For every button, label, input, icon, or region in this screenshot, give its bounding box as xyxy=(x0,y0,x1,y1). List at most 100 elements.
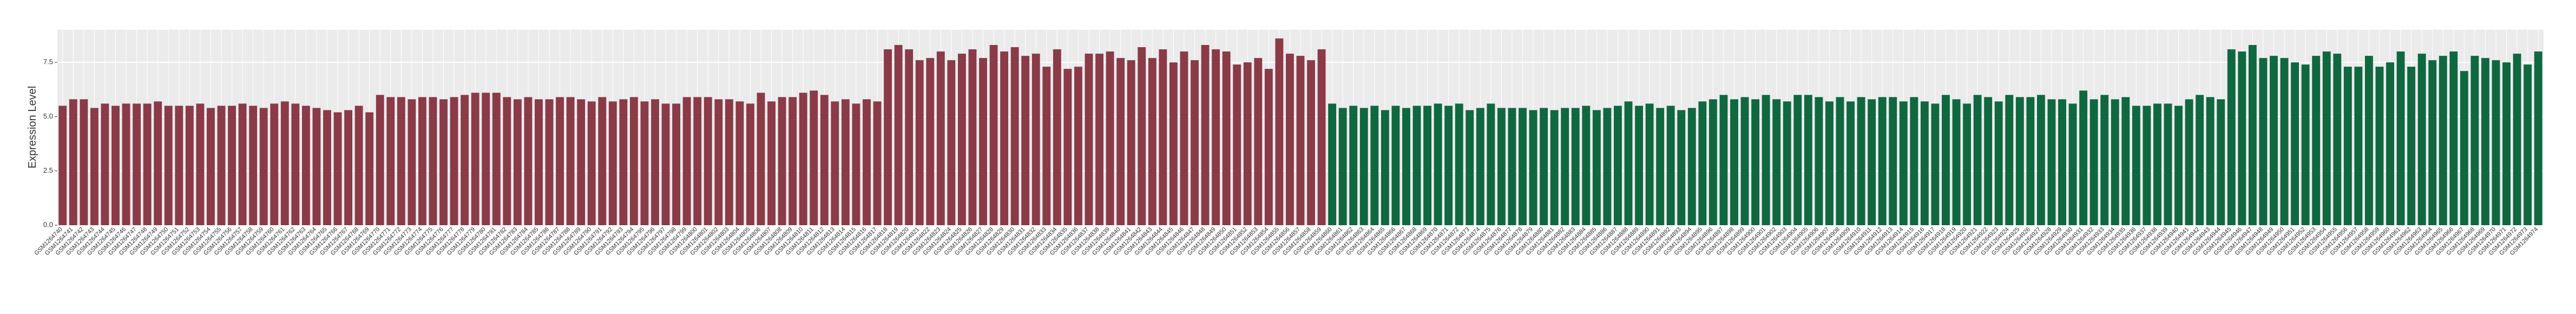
bar xyxy=(133,103,141,225)
bar xyxy=(2502,62,2511,226)
bar xyxy=(1561,108,1569,225)
bar xyxy=(1973,95,1982,225)
bar xyxy=(1857,97,1865,225)
bar xyxy=(238,103,247,225)
bar xyxy=(1264,69,1273,225)
bar xyxy=(2322,51,2331,225)
bar xyxy=(1233,64,1241,225)
bar xyxy=(577,99,586,225)
bar xyxy=(1656,108,1665,225)
bar xyxy=(2153,103,2161,225)
y-tick-label: 0.0 xyxy=(43,220,53,228)
bar xyxy=(693,97,702,225)
bar xyxy=(1159,49,1167,225)
bar xyxy=(312,108,321,225)
bar xyxy=(2026,97,2035,225)
bar xyxy=(2354,67,2363,225)
bar xyxy=(799,93,807,225)
bar xyxy=(1116,58,1125,226)
bar xyxy=(2174,106,2183,225)
bar xyxy=(2524,64,2532,225)
bar xyxy=(1762,95,1770,225)
bar xyxy=(1687,108,1696,225)
bar xyxy=(968,49,977,225)
bar xyxy=(2343,67,2352,225)
bar xyxy=(207,108,215,225)
bar xyxy=(1169,62,1178,226)
bar xyxy=(1550,110,1559,225)
bar xyxy=(111,106,120,225)
bar xyxy=(1349,106,1358,225)
bar xyxy=(894,45,903,226)
bar xyxy=(1592,110,1601,225)
bar xyxy=(2492,60,2500,226)
bar xyxy=(1222,51,1231,225)
bar xyxy=(1529,110,1537,225)
bar xyxy=(1307,60,1315,226)
bar xyxy=(682,97,691,225)
bar xyxy=(143,103,152,225)
bar xyxy=(2460,71,2468,225)
bar xyxy=(1963,103,1972,225)
bar xyxy=(545,99,554,225)
bar xyxy=(2312,56,2321,225)
bar xyxy=(1412,106,1421,225)
bar xyxy=(746,103,754,225)
bar xyxy=(1910,97,1918,225)
bar xyxy=(1243,62,1252,226)
bar xyxy=(2449,51,2458,225)
bar xyxy=(672,103,681,225)
bar xyxy=(80,99,88,225)
bar xyxy=(492,93,501,225)
bar xyxy=(524,97,533,225)
bar xyxy=(926,58,935,226)
bar xyxy=(1000,51,1009,225)
bar xyxy=(2005,95,2014,225)
bar xyxy=(333,112,342,225)
bar xyxy=(1434,103,1442,225)
bar xyxy=(1031,54,1040,225)
bar xyxy=(439,99,448,225)
bar xyxy=(661,103,670,225)
bar xyxy=(852,103,860,225)
bar xyxy=(461,95,469,225)
bar xyxy=(323,110,331,225)
bar xyxy=(2111,99,2119,225)
bar xyxy=(259,108,268,225)
bar xyxy=(1370,106,1379,225)
bar xyxy=(2196,95,2204,225)
bar xyxy=(1677,110,1686,225)
bar xyxy=(2121,97,2130,225)
bar xyxy=(2238,51,2246,225)
bar xyxy=(1772,99,1781,225)
bar xyxy=(1444,106,1453,225)
bar xyxy=(1624,101,1633,225)
bar xyxy=(185,106,194,225)
bar xyxy=(1645,103,1654,225)
bar xyxy=(1021,56,1030,225)
bar xyxy=(1846,101,1855,225)
bar xyxy=(1708,99,1717,225)
bar xyxy=(1497,108,1506,225)
bar xyxy=(905,49,914,225)
bar xyxy=(725,99,733,225)
bar xyxy=(344,110,353,225)
bar xyxy=(2365,56,2373,225)
bar xyxy=(2185,99,2193,225)
bar xyxy=(418,97,426,225)
bar xyxy=(1571,108,1580,225)
bar xyxy=(556,97,564,225)
bar xyxy=(2089,99,2098,225)
bar xyxy=(429,97,437,225)
bar xyxy=(947,60,956,226)
bar xyxy=(1074,67,1082,225)
bar xyxy=(2407,67,2416,225)
bar xyxy=(196,103,205,225)
bar xyxy=(164,106,173,225)
bar xyxy=(1106,51,1114,225)
bar xyxy=(651,99,659,225)
bar xyxy=(2386,62,2394,226)
bar xyxy=(175,106,183,225)
bar xyxy=(90,108,98,225)
